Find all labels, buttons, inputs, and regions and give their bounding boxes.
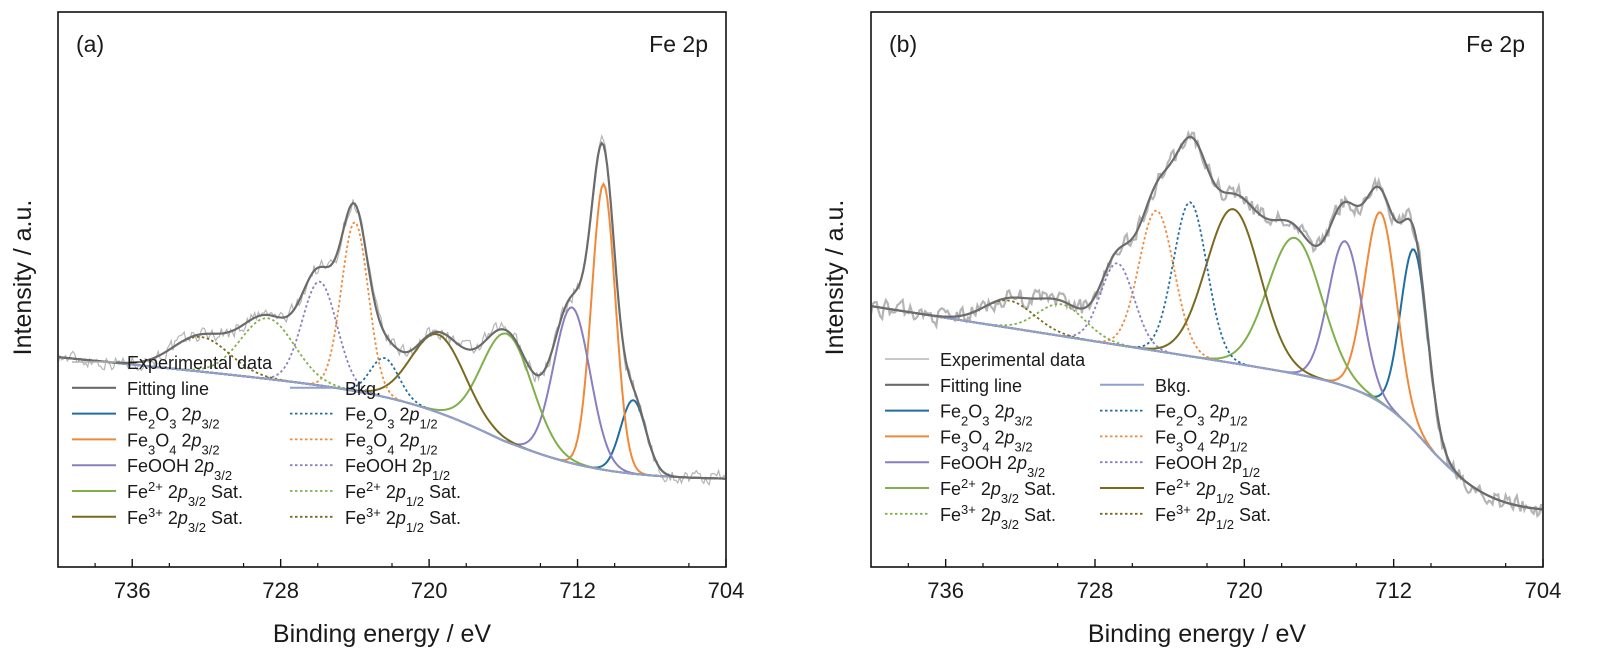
x-axis-label: Binding energy / eV xyxy=(1088,620,1307,648)
plot-area xyxy=(872,129,1542,519)
x-tick-label: 720 xyxy=(1226,578,1263,603)
panel-label: (b) xyxy=(889,31,917,57)
x-tick-label: 712 xyxy=(559,578,596,603)
x-tick-label: 712 xyxy=(1375,578,1412,603)
y-axis-label: Intensity / a.u. xyxy=(9,200,37,356)
legend-label: FeOOH 2p1/2 xyxy=(345,456,450,483)
x-tick-label: 736 xyxy=(114,578,151,603)
legend-label: Fe3O4 2p3/2 xyxy=(127,430,220,457)
legend-label: FeOOH 2p1/2 xyxy=(1155,453,1260,480)
legend-label: Fitting line xyxy=(127,379,209,399)
legend-label: FeOOH 2p3/2 xyxy=(940,453,1045,480)
x-tick-label: 704 xyxy=(708,578,745,603)
legend-label: Fe3O4 2p3/2 xyxy=(940,427,1033,454)
legend: Experimental data Fitting line Bkg. Fe2O3 2… xyxy=(885,350,1271,531)
fitting-line xyxy=(872,135,1542,511)
legend-label: Experimental data xyxy=(127,353,273,373)
legend-label: Fe3+ 2p3/2 Sat. xyxy=(940,501,1056,531)
legend-label: Bkg. xyxy=(345,379,381,399)
element-label: Fe 2p xyxy=(1466,31,1525,57)
legend-label: Bkg. xyxy=(1155,376,1191,396)
legend-label: FeOOH 2p3/2 xyxy=(127,456,232,483)
legend-label: Fe2O3 2p3/2 xyxy=(940,402,1033,429)
x-axis-label: Binding energy / eV xyxy=(273,620,492,648)
legend-label: Fitting line xyxy=(940,376,1022,396)
x-tick-label: 728 xyxy=(262,578,299,603)
legend-label: Fe2+ 2p3/2 Sat. xyxy=(127,479,243,509)
panel-b: 736 728 720 712 704 Binding energy / eV Intens… xyxy=(821,11,1562,648)
legend-label: Fe3O4 2p1/2 xyxy=(345,430,438,457)
legend-label: Fe2O3 2p1/2 xyxy=(1155,402,1248,429)
legend-label: Experimental data xyxy=(940,350,1086,370)
legend-label: Fe3O4 2p1/2 xyxy=(1155,427,1248,454)
legend-label: Fe3+ 2p1/2 Sat. xyxy=(345,504,461,534)
legend-label: Fe2+ 2p1/2 Sat. xyxy=(345,479,461,509)
element-label: Fe 2p xyxy=(649,31,708,57)
legend-label: Fe2+ 2p3/2 Sat. xyxy=(940,476,1056,506)
panel-a: 736 728 720 712 704 Binding energy / eV Intens… xyxy=(9,11,745,648)
background-line xyxy=(872,305,1542,511)
x-tick-label: 720 xyxy=(411,578,448,603)
x-tick-label: 736 xyxy=(927,578,964,603)
x-tick-label: 704 xyxy=(1525,578,1562,603)
plot-area xyxy=(59,133,725,486)
legend-label: Fe2O3 2p3/2 xyxy=(127,405,220,432)
panel-label: (a) xyxy=(76,31,104,57)
fitting-line xyxy=(59,141,725,480)
x-tick-label: 728 xyxy=(1077,578,1114,603)
legend-label: Fe2+ 2p1/2 Sat. xyxy=(1155,476,1271,506)
y-axis-label: Intensity / a.u. xyxy=(821,200,849,356)
legend-label: Fe3+ 2p3/2 Sat. xyxy=(127,504,243,534)
legend-label: Fe3+ 2p1/2 Sat. xyxy=(1155,501,1271,531)
legend: Experimental data Fitting line Bkg. Fe2O3 2… xyxy=(72,353,461,534)
background-line xyxy=(59,356,725,480)
